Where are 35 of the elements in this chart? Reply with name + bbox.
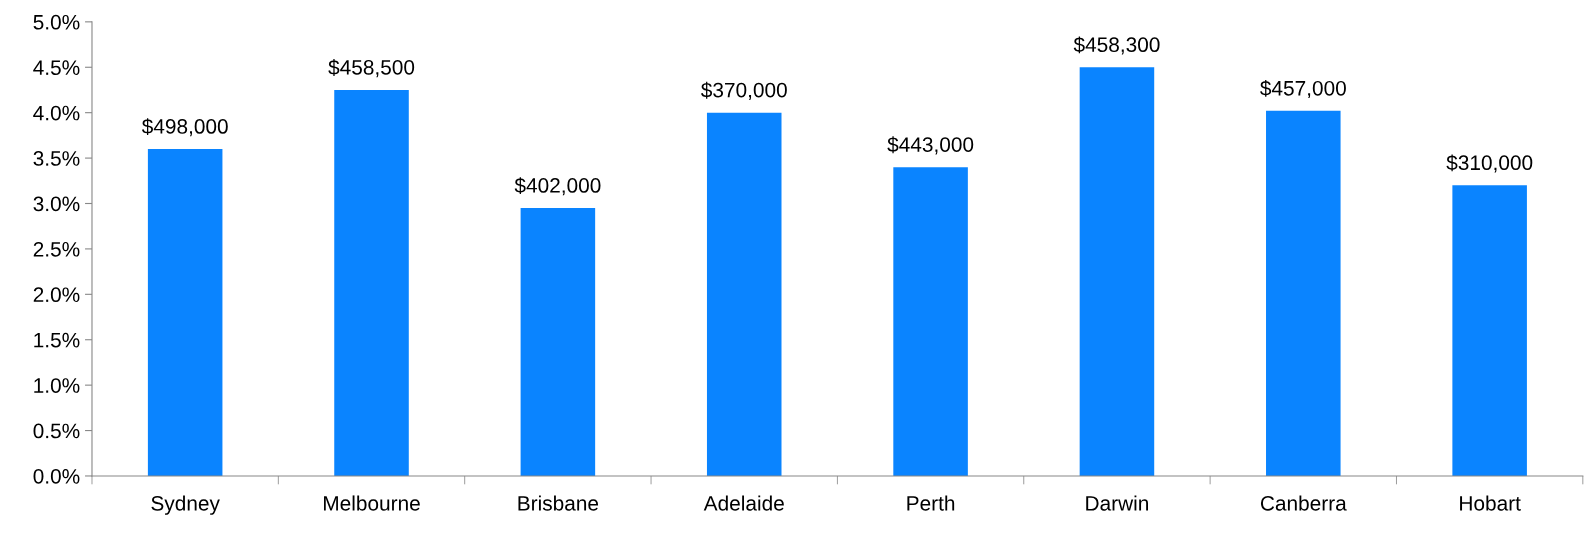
annotation: $498,000 (141, 118, 228, 137)
bar (1079, 67, 1155, 476)
bar (520, 208, 596, 476)
bar (893, 167, 968, 476)
y-tick-label: 4.0% (33, 105, 80, 121)
y-tick-label: 0.0% (33, 468, 80, 484)
x-tick-label: Melbourne (324, 495, 420, 511)
annotation: $310,000 (1446, 154, 1533, 173)
x-tick-label: Sydney (151, 495, 220, 515)
annotation: $370,000 (701, 81, 787, 100)
x-tick-label: Brisbane (518, 495, 599, 511)
bar (1452, 185, 1527, 476)
y-tick-label: 2.5% (33, 241, 80, 257)
x-tick-label: Perth (907, 495, 955, 511)
annotation: $402,000 (514, 177, 601, 196)
x-tick-label: Darwin (1086, 495, 1148, 511)
y-tick-label: 2.0% (33, 287, 80, 303)
bar (1266, 110, 1341, 476)
y-tick-label: 3.5% (33, 151, 80, 166)
bar (334, 89, 409, 476)
annotation: $458,300 (1073, 36, 1160, 55)
y-tick-label: 1.0% (34, 378, 80, 393)
x-tick-label: Canberra (1260, 495, 1347, 511)
y-tick-label: 4.5% (33, 60, 80, 76)
x-tick-label: Adelaide (703, 495, 784, 511)
annotation: $457,000 (1260, 80, 1346, 99)
annotation: $443,000 (887, 136, 974, 155)
y-tick-label: 1.5% (34, 332, 80, 348)
annotation: $458,500 (328, 59, 415, 78)
x-tick-label: Hobart (1460, 495, 1521, 511)
y-tick-label: 3.0% (33, 196, 80, 212)
y-tick-label: 0.5% (33, 423, 80, 439)
y-tick-label: 5.0% (33, 14, 80, 30)
bar (147, 149, 223, 476)
bar (706, 112, 782, 476)
